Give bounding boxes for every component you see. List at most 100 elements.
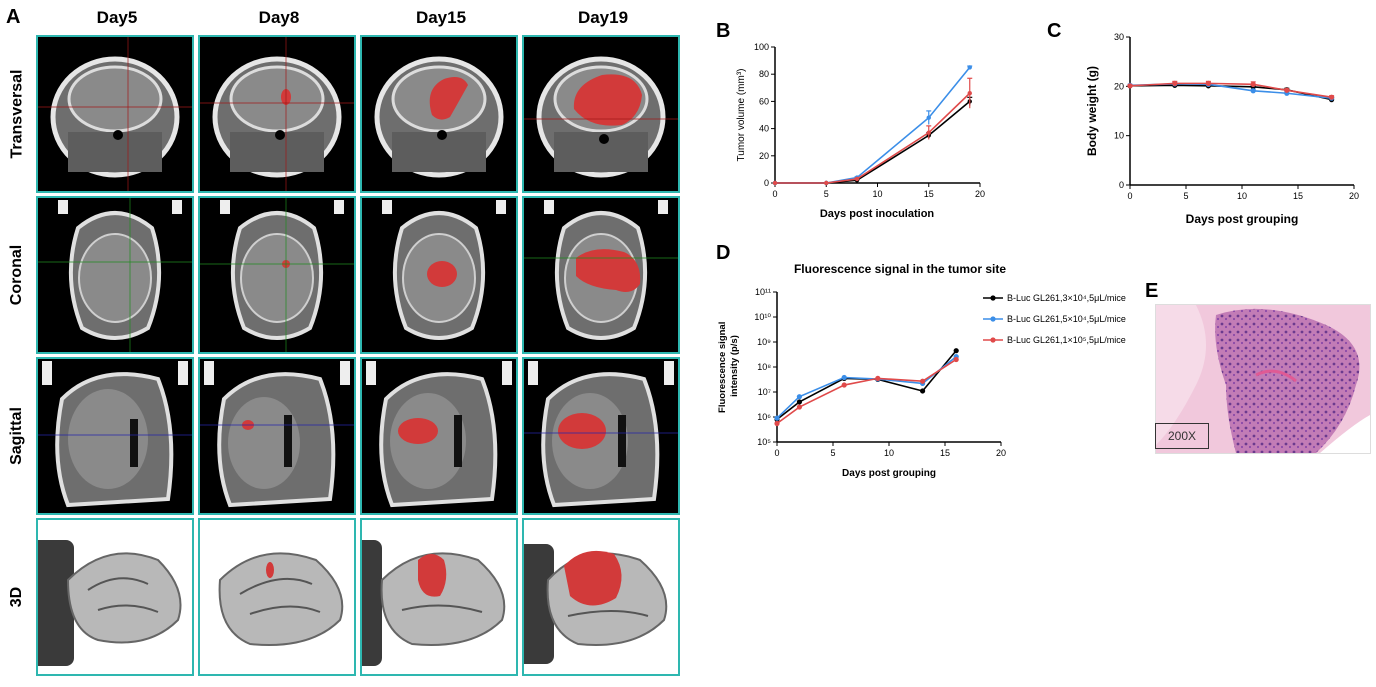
series-line-1 [775,100,971,184]
chart-d-ylabel-line-2: intensity (p/s) [729,335,740,397]
data-point [1172,80,1178,86]
ct-sagittal-day19 [522,357,680,515]
ct-transversal-day15 [360,35,518,193]
y-tick-label: 10⁷ [758,387,771,397]
render-3d-day15 [360,518,518,676]
y-tick-label: 60 [759,96,769,106]
legend-marker [990,316,996,322]
ct-coronal-day5 [36,196,194,354]
data-point [774,415,780,421]
panel-label-c: C [1047,20,1062,42]
legend-marker [990,295,996,301]
data-point [1250,81,1256,87]
scale-label: 200X [1155,423,1209,449]
y-tick-label: 20 [1114,81,1124,91]
x-tick-label: 5 [1183,191,1188,201]
x-tick-label: 10 [884,448,894,458]
ct-coronal-day15 [360,196,518,354]
data-point [926,115,931,120]
panel-label-a: A [6,6,21,28]
chart-d-title: Fluorescence signal in the tumor site [793,262,1007,276]
y-tick-label: 10¹⁰ [754,312,771,322]
chart-c-xlabel: Days post grouping [1186,212,1299,226]
y-tick-label: 100 [754,42,769,52]
row-label-coronal: Coronal [8,244,26,306]
chart-c-ylabel: Body weight (g) [1085,66,1099,156]
data-point [953,356,959,363]
data-point [772,180,778,186]
y-tick-label: 0 [1119,180,1124,190]
render-3d-day5 [36,518,194,676]
data-point [841,374,847,381]
data-point [796,394,802,400]
chart-b-xlabel: Days post inoculation [820,208,935,220]
data-point [824,180,829,186]
x-tick-label: 0 [772,189,777,199]
panel-label-b: B [716,20,731,42]
series-line-2 [776,356,957,419]
data-point [920,378,926,384]
histology-image [1155,304,1371,454]
x-tick-label: 0 [774,448,779,458]
render-3d-day8 [198,518,356,676]
y-tick-label: 10⁸ [757,362,771,372]
series-line-1 [776,350,957,421]
data-point [796,404,802,410]
data-point [967,65,972,70]
y-tick-label: 10⁶ [757,412,771,422]
x-tick-label: 20 [975,189,985,199]
x-tick-label: 20 [996,448,1006,458]
data-point [953,348,959,354]
row-label-3d: 3D [7,586,25,608]
x-tick-label: 15 [940,448,950,458]
row-label-sagittal: Sagittal [8,407,26,465]
data-point [774,420,780,427]
series-line-3 [1129,82,1332,98]
ct-sagittal-day5 [36,357,194,515]
data-point [1284,87,1290,93]
x-tick-label: 10 [872,189,882,199]
y-tick-label: 40 [759,124,769,134]
column-heading-day15: Day15 [415,8,467,27]
ct-sagittal-day15 [360,357,518,515]
ct-coronal-day8 [198,196,356,354]
ct-transversal-day19 [522,35,680,193]
data-point [841,382,847,388]
series-line-3 [775,92,971,184]
data-point [796,399,802,405]
x-tick-label: 15 [1293,191,1303,201]
chart-d-ylabel-line-1: Fluorescence signal [717,322,728,413]
data-point [1250,88,1256,94]
chart-d-xlabel: Days post grouping [842,468,936,479]
ct-sagittal-day8 [198,357,356,515]
data-point [920,388,926,394]
legend-entry-3: B-Luc GL261,1×10⁵,5μL/mice [1007,335,1126,345]
data-point [1329,94,1335,100]
x-tick-label: 0 [1127,191,1132,201]
column-heading-day19: Day19 [577,8,629,27]
chart-d: 0 5 10 15 20 10⁵ 10⁶ 10⁷ 10⁸ 10⁹ 10¹⁰ 10¹¹ B-Luc GL… [717,287,1126,479]
panel-label-e: E [1145,280,1159,302]
x-tick-label: 5 [830,448,835,458]
x-tick-label: 5 [824,189,829,199]
ct-transversal-day5 [36,35,194,193]
data-point [967,91,972,96]
row-label-transversal: Transversal [8,69,26,159]
chart-c: 0 5 10 15 20 0 10 20 30 Days post grouping Body … [1085,32,1359,226]
x-tick-label: 10 [1237,191,1247,201]
legend-entry-1: B-Luc GL261,3×10⁴,5μL/mice [1007,293,1126,303]
chart-b: 0 5 10 15 20 0 20 40 60 80 100 Days post inoculati… [736,42,985,220]
chart-b-ylabel: Tumor volume (mm³) [736,69,747,162]
chart-d-ylabel: Fluorescence signal intensity (p/s) [717,319,740,413]
series-line-3 [776,358,957,425]
ct-transversal-day8 [198,35,356,193]
y-tick-label: 30 [1114,32,1124,42]
column-heading-day5: Day5 [96,8,138,27]
y-tick-label: 20 [759,151,769,161]
y-tick-label: 10⁹ [757,337,771,347]
x-tick-label: 15 [924,189,934,199]
column-heading-day8: Day8 [258,8,300,27]
data-point [926,130,931,135]
ct-coronal-day19 [522,196,680,354]
panel-label-d: D [716,242,731,264]
